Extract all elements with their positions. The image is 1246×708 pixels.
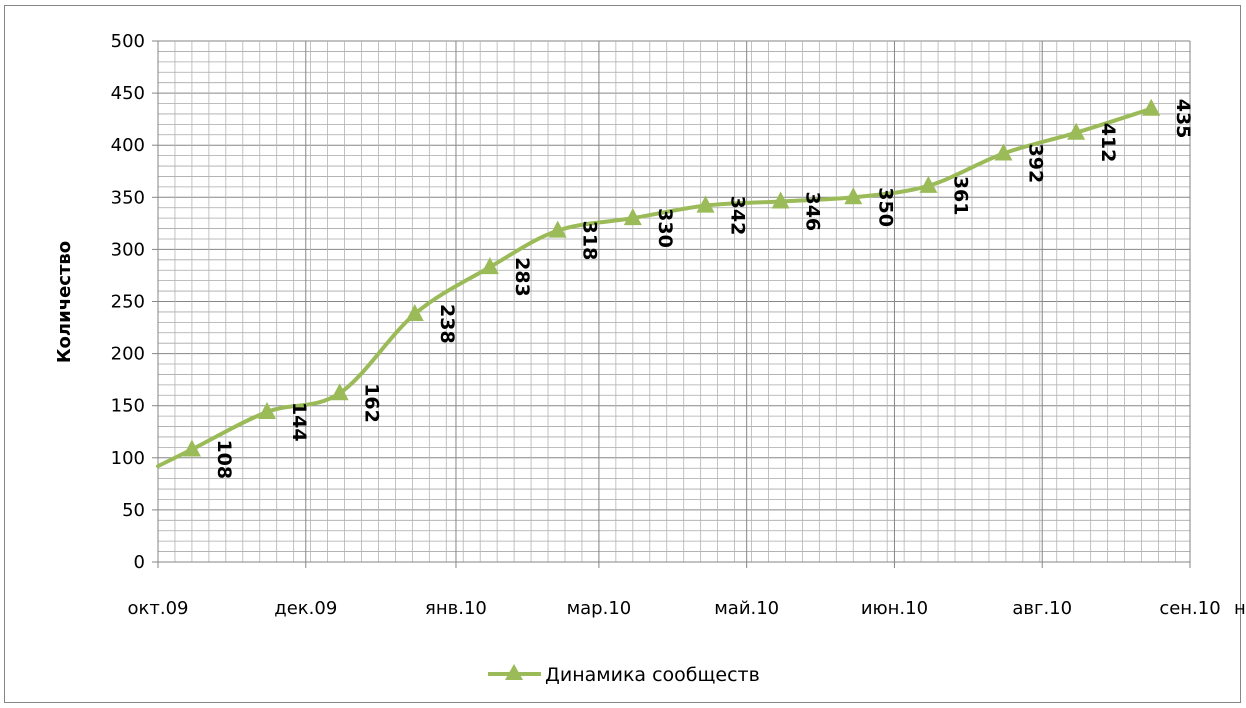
triangle-marker	[771, 191, 790, 209]
y-tick-label: 500	[111, 31, 145, 52]
x-tick-label: янв.10	[425, 598, 487, 619]
y-tick-label: 400	[111, 135, 145, 156]
y-tick-label: 50	[122, 500, 145, 521]
triangle-marker	[258, 401, 277, 419]
triangle-marker	[919, 175, 938, 193]
triangle-marker	[623, 208, 642, 226]
x-tick-label: сен.10	[1159, 598, 1220, 619]
triangle-marker	[994, 143, 1013, 161]
triangle-marker	[548, 220, 567, 238]
data-label: 361	[949, 176, 971, 216]
x-tick-label: мар.10	[567, 598, 632, 619]
y-tick-label: 200	[111, 344, 145, 365]
legend-label: Динамика сообществ	[545, 664, 760, 686]
legend: Динамика сообществ	[488, 664, 760, 686]
triangle-marker	[696, 195, 715, 213]
axes	[152, 40, 1191, 568]
x-tick-label: июн.10	[861, 598, 928, 619]
triangle-marker	[844, 187, 863, 205]
triangle-marker	[1067, 122, 1086, 140]
x-tick-label: окт.09	[128, 598, 189, 619]
x-tick-label: авг.10	[1012, 598, 1072, 619]
y-tick-label: 250	[111, 292, 145, 313]
y-axis-tick-labels: 0 50 100 150 200 250 300 350 400 450 500	[111, 31, 145, 573]
data-label: 144	[288, 402, 310, 442]
legend-triangle-marker	[505, 664, 523, 680]
x-tick-label: дек.09	[274, 598, 337, 619]
data-label: 435	[1172, 99, 1194, 139]
data-label: 108	[213, 439, 235, 479]
data-label: 346	[802, 191, 824, 231]
data-label: 162	[361, 383, 383, 423]
data-label: 283	[511, 257, 533, 297]
y-tick-label: 0	[134, 552, 145, 573]
y-tick-label: 150	[111, 396, 145, 417]
data-label: 350	[874, 187, 896, 227]
data-label: 238	[436, 304, 458, 344]
data-label: 342	[726, 196, 748, 236]
triangle-marker	[1142, 98, 1161, 116]
triangle-marker	[405, 304, 424, 322]
y-axis-title: Количество	[54, 241, 75, 363]
x-tick-label: ноя.10	[1234, 598, 1246, 619]
triangle-marker	[480, 257, 499, 275]
y-tick-label: 300	[111, 239, 145, 260]
data-label: 392	[1024, 144, 1046, 184]
data-label: 412	[1097, 123, 1119, 163]
x-axis-tick-labels: окт.09 дек.09 янв.10 мар.10 май.10 июн.10 авг.…	[128, 598, 1246, 619]
gridlines	[157, 40, 1191, 563]
data-label: 330	[654, 208, 676, 248]
triangle-marker	[182, 439, 201, 457]
data-label: 318	[579, 221, 601, 261]
y-tick-label: 450	[111, 83, 145, 104]
y-tick-label: 100	[111, 448, 145, 469]
triangle-marker	[330, 383, 349, 401]
series-markers	[182, 98, 1161, 457]
y-tick-label: 350	[111, 187, 145, 208]
data-labels: 108 144 162 238 283 318 330 342 346 350 361 392 412 4…	[213, 99, 1194, 479]
x-tick-label: май.10	[714, 598, 779, 619]
